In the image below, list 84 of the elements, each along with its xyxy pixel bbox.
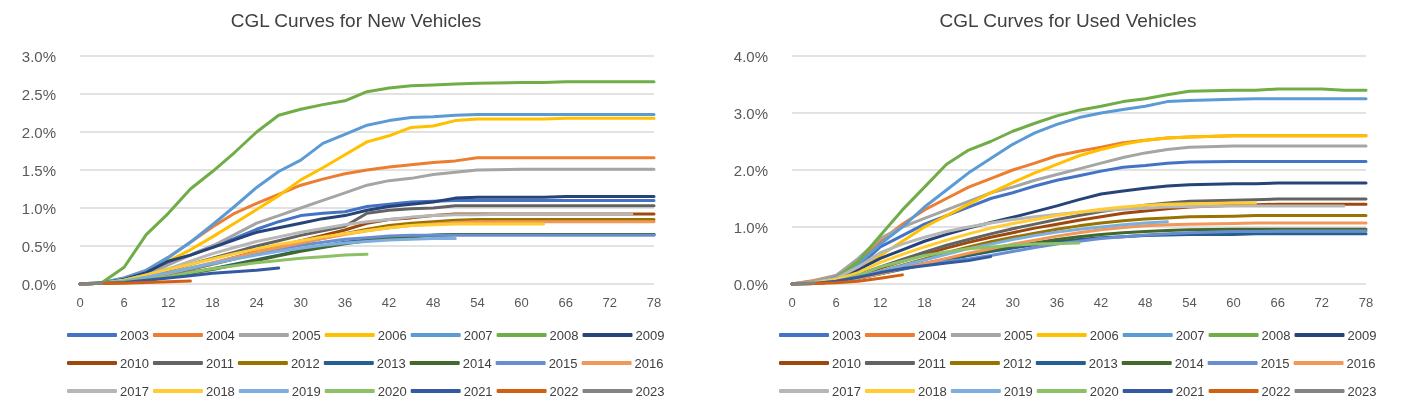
y-tick-label: 3.0% (21, 47, 56, 65)
y-tick-label: 0.0% (733, 275, 768, 293)
chart-title: CGL Curves for Used Vehicles (939, 10, 1197, 31)
y-tick-label: 4.0% (733, 47, 768, 65)
y-tick-label: 2.0% (21, 123, 56, 141)
x-tick-label: 0 (76, 295, 84, 310)
legend-label: 2010 (832, 355, 861, 371)
legend-label: 2019 (1003, 383, 1033, 399)
x-tick-label: 24 (961, 295, 976, 310)
x-tick-label: 18 (205, 295, 220, 310)
legend-label: 2010 (120, 355, 149, 371)
y-tick-label: 1.0% (21, 199, 56, 217)
legend-label: 2019 (291, 383, 321, 399)
x-tick-label: 60 (514, 295, 529, 310)
legend-label: 2013 (376, 355, 406, 371)
x-tick-label: 72 (1314, 295, 1330, 310)
legend-label: 2016 (1346, 355, 1376, 371)
x-tick-label: 30 (1005, 295, 1020, 310)
x-tick-label: 30 (293, 295, 308, 310)
x-tick-label: 18 (917, 295, 932, 310)
legend-label: 2007 (1175, 327, 1205, 343)
legend-label: 2023 (635, 383, 665, 399)
legend-label: 2016 (634, 355, 664, 371)
y-tick-label: 0.0% (21, 275, 56, 293)
legend-label: 2004 (205, 327, 235, 343)
x-tick-label: 42 (381, 295, 397, 310)
legend-label: 2009 (635, 327, 665, 343)
legend-label: 2014 (1174, 355, 1204, 371)
x-tick-label: 36 (337, 295, 353, 310)
x-tick-label: 24 (249, 295, 264, 310)
x-tick-label: 78 (1358, 295, 1374, 310)
legend-label: 2006 (377, 327, 407, 343)
legend-label: 2004 (917, 327, 947, 343)
legend-label: 2018 (205, 383, 235, 399)
legend-label: 2015 (548, 355, 578, 371)
legend-label: 2022 (549, 383, 579, 399)
legend-label: 2020 (1089, 383, 1119, 399)
legend-label: 2011 (917, 355, 946, 371)
legend-label: 2008 (1261, 327, 1291, 343)
legend-label: 2017 (120, 383, 149, 399)
x-tick-label: 36 (1049, 295, 1065, 310)
y-tick-label: 3.0% (733, 104, 768, 122)
legend-label: 2012 (290, 355, 320, 371)
legend-label: 2007 (463, 327, 493, 343)
legend-label: 2012 (1002, 355, 1032, 371)
x-tick-label: 48 (1138, 295, 1153, 310)
y-tick-label: 0.5% (21, 237, 56, 255)
legend-label: 2023 (1347, 383, 1377, 399)
x-tick-label: 78 (646, 295, 662, 310)
legend-label: 2017 (832, 383, 861, 399)
y-tick-label: 1.5% (21, 161, 56, 179)
legend-label: 2005 (291, 327, 321, 343)
x-tick-label: 6 (120, 295, 128, 310)
legend-label: 2003 (120, 327, 149, 343)
x-tick-label: 54 (470, 295, 485, 310)
legend-label: 2021 (1175, 383, 1205, 399)
legend-label: 2020 (377, 383, 407, 399)
legend-label: 2018 (917, 383, 947, 399)
x-tick-label: 60 (1226, 295, 1241, 310)
x-tick-label: 54 (1182, 295, 1197, 310)
legend-label: 2003 (832, 327, 861, 343)
x-tick-label: 48 (426, 295, 441, 310)
y-tick-label: 2.0% (733, 161, 768, 179)
x-tick-label: 12 (873, 295, 888, 310)
x-tick-label: 12 (161, 295, 176, 310)
x-tick-label: 66 (558, 295, 573, 310)
legend-label: 2005 (1003, 327, 1033, 343)
legend-label: 2008 (549, 327, 579, 343)
chart-title: CGL Curves for New Vehicles (230, 10, 482, 31)
y-tick-label: 2.5% (21, 85, 56, 103)
legend-label: 2006 (1089, 327, 1119, 343)
x-tick-label: 66 (1270, 295, 1285, 310)
y-tick-label: 1.0% (733, 218, 768, 236)
x-tick-label: 0 (788, 295, 796, 310)
legend-label: 2009 (1347, 327, 1377, 343)
legend-label: 2015 (1260, 355, 1290, 371)
x-tick-label: 72 (602, 295, 618, 310)
x-tick-label: 42 (1093, 295, 1109, 310)
x-tick-label: 6 (832, 295, 840, 310)
legend-label: 2011 (205, 355, 234, 371)
legend-label: 2014 (462, 355, 492, 371)
legend-label: 2021 (463, 383, 493, 399)
legend-label: 2022 (1261, 383, 1291, 399)
legend-label: 2013 (1088, 355, 1118, 371)
